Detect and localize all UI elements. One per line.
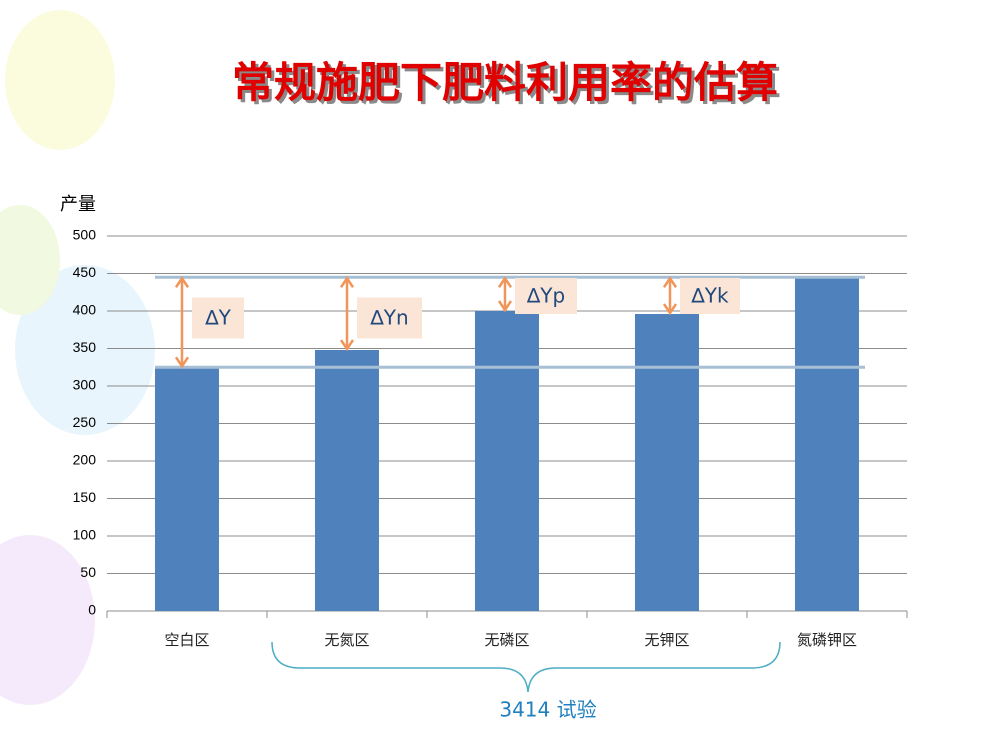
annotation-label: ∆Y bbox=[204, 306, 231, 330]
x-tick-label: 无钾区 bbox=[644, 631, 689, 649]
y-tick-label: 250 bbox=[73, 414, 97, 430]
balloon bbox=[0, 205, 60, 315]
chart-title: 常规施肥下肥料利用率的估算 bbox=[232, 58, 778, 107]
annotation-box bbox=[357, 297, 422, 339]
y-tick-label: 150 bbox=[73, 489, 97, 505]
annotation-box bbox=[515, 278, 577, 314]
x-tick-label: 氮磷钾区 bbox=[797, 631, 857, 649]
x-tick-label: 无磷区 bbox=[484, 631, 529, 649]
bracket-label: 3414 试验 bbox=[499, 698, 596, 722]
y-tick-label: 350 bbox=[73, 339, 97, 355]
x-tick-label: 无氮区 bbox=[324, 631, 369, 649]
y-tick-label: 500 bbox=[73, 227, 97, 243]
arrow-head bbox=[662, 303, 678, 316]
background-balloons bbox=[0, 10, 155, 705]
arrow-head bbox=[497, 275, 513, 288]
annotation-label: ∆Yn bbox=[369, 306, 408, 330]
annotation-box bbox=[680, 278, 740, 314]
x-tick-label: 空白区 bbox=[164, 631, 209, 649]
arrow-head bbox=[662, 275, 678, 288]
y-tick-label: 200 bbox=[73, 452, 97, 468]
bracket bbox=[271, 641, 781, 693]
y-tick-label: 450 bbox=[73, 264, 97, 280]
bar bbox=[635, 314, 699, 611]
y-tick-label: 300 bbox=[73, 377, 97, 393]
y-tick-label: 50 bbox=[80, 564, 96, 580]
balloon bbox=[0, 535, 95, 705]
title-shadow: 常规施肥下肥料利用率的估算 bbox=[235, 61, 781, 110]
bar bbox=[795, 277, 859, 611]
arrow-head bbox=[497, 300, 513, 313]
y-axis-label: 产量 bbox=[60, 194, 96, 215]
arrow-head bbox=[339, 339, 355, 352]
arrow-head bbox=[174, 275, 190, 288]
y-tick-label: 100 bbox=[73, 527, 97, 543]
arrow-head bbox=[339, 275, 355, 288]
bar bbox=[155, 367, 219, 611]
annotation-label: ∆Yk bbox=[690, 284, 729, 308]
annotation-label: ∆Yp bbox=[526, 284, 565, 308]
balloon bbox=[5, 10, 115, 150]
arrow-head bbox=[174, 356, 190, 369]
y-tick-label: 0 bbox=[88, 602, 96, 618]
bar bbox=[315, 350, 379, 611]
annotation-box bbox=[192, 297, 244, 339]
y-tick-label: 400 bbox=[73, 302, 97, 318]
balloon bbox=[15, 265, 155, 435]
bar bbox=[475, 311, 539, 611]
